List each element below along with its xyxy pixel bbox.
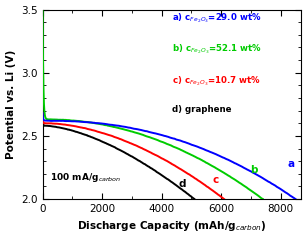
Text: b) c$_{Fe_2O_3}$=52.1 wt%: b) c$_{Fe_2O_3}$=52.1 wt% [172, 43, 262, 56]
Y-axis label: Potential vs. Li (V): Potential vs. Li (V) [6, 50, 16, 159]
Text: c) c$_{Fe_2O_3}$=10.7 wt%: c) c$_{Fe_2O_3}$=10.7 wt% [172, 74, 261, 87]
X-axis label: Discharge Capacity (mAh/g$_{carbon}$): Discharge Capacity (mAh/g$_{carbon}$) [77, 219, 267, 234]
Text: d: d [179, 179, 186, 189]
Text: d) graphene: d) graphene [172, 105, 231, 114]
Text: b: b [250, 165, 258, 175]
Text: a) c$_{Fe_2O_3}$=29.0 wt%: a) c$_{Fe_2O_3}$=29.0 wt% [172, 11, 262, 25]
Text: 100 mA/g$_{carbon}$: 100 mA/g$_{carbon}$ [50, 171, 122, 184]
Text: a: a [287, 159, 295, 169]
Text: c: c [212, 175, 218, 185]
